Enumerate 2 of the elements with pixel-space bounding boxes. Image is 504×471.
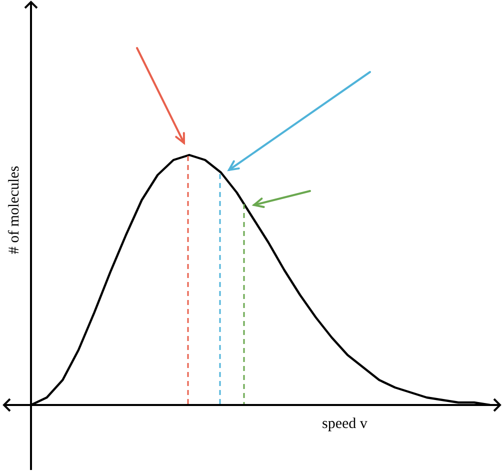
x-axis-title: speed v <box>322 416 368 433</box>
y-axis-title: # of molecules <box>6 166 24 254</box>
